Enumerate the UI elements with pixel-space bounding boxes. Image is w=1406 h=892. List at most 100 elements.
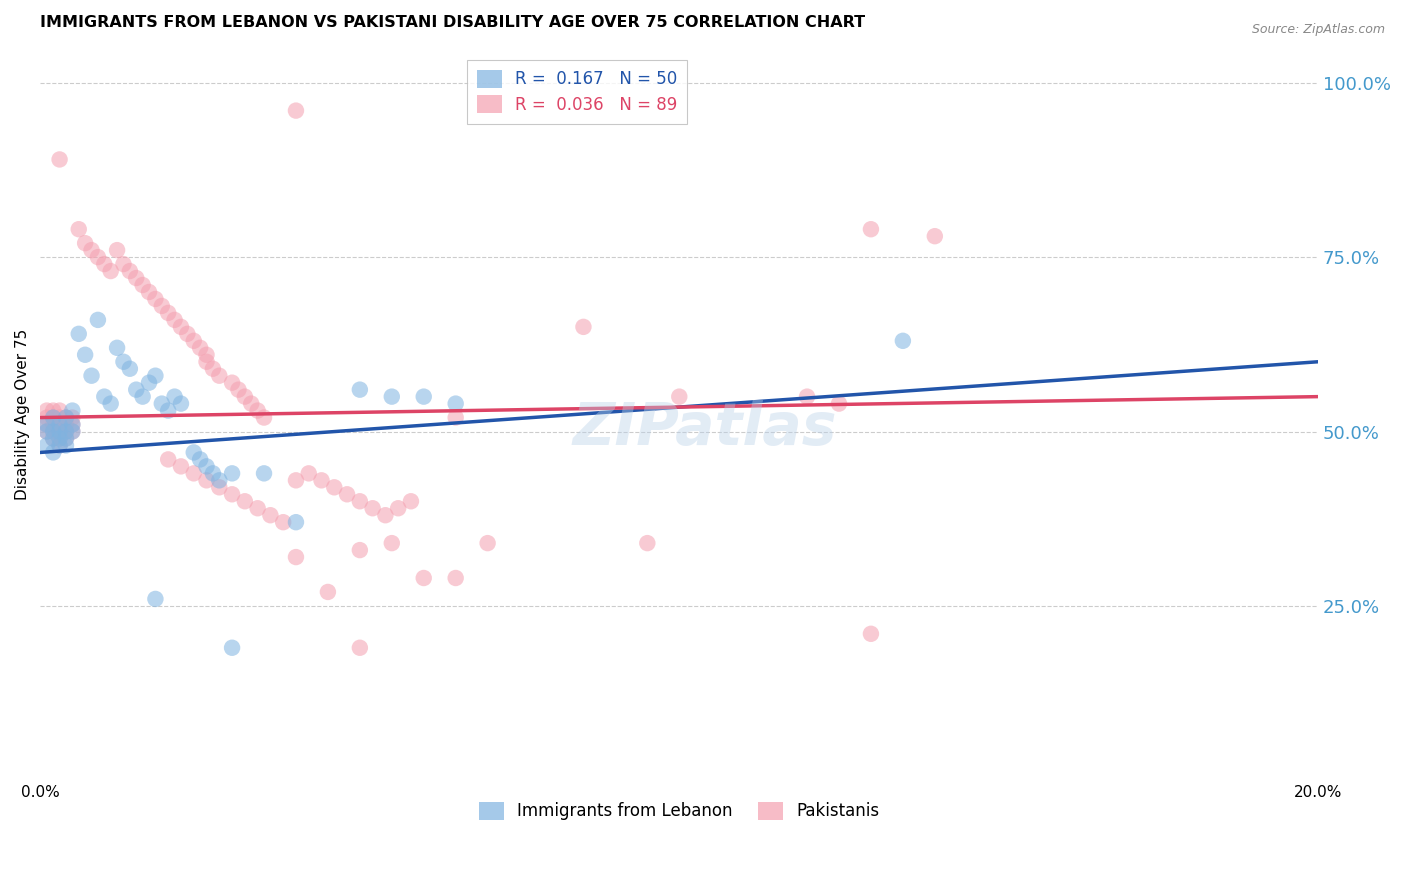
Point	[55, 417, 77, 432]
Point	[195, 459, 218, 474]
Point	[48, 425, 70, 439]
Point	[42, 445, 65, 459]
Point	[924, 229, 946, 244]
Point	[87, 250, 110, 264]
Text: ZIPatlas: ZIPatlas	[572, 401, 837, 458]
Point	[42, 432, 65, 446]
Point	[55, 425, 77, 439]
Point	[42, 410, 65, 425]
Legend: Immigrants from Lebanon, Pakistanis: Immigrants from Lebanon, Pakistanis	[472, 795, 886, 827]
Point	[323, 480, 346, 494]
Point	[859, 222, 882, 236]
Point	[349, 640, 371, 655]
Point	[188, 452, 211, 467]
Text: IMMIGRANTS FROM LEBANON VS PAKISTANI DISABILITY AGE OVER 75 CORRELATION CHART: IMMIGRANTS FROM LEBANON VS PAKISTANI DIS…	[41, 15, 866, 30]
Point	[105, 341, 128, 355]
Point	[125, 271, 148, 285]
Point	[387, 501, 409, 516]
Point	[100, 396, 122, 410]
Point	[349, 543, 371, 558]
Point	[374, 508, 396, 523]
Point	[412, 571, 434, 585]
Point	[170, 459, 193, 474]
Point	[796, 390, 818, 404]
Point	[42, 425, 65, 439]
Point	[240, 396, 263, 410]
Point	[93, 257, 115, 271]
Point	[87, 313, 110, 327]
Point	[208, 480, 231, 494]
Point	[48, 153, 70, 167]
Point	[233, 390, 256, 404]
Point	[233, 494, 256, 508]
Point	[444, 571, 467, 585]
Point	[145, 591, 167, 606]
Point	[412, 390, 434, 404]
Point	[48, 438, 70, 452]
Point	[55, 432, 77, 446]
Point	[381, 536, 404, 550]
Point	[125, 383, 148, 397]
Point	[271, 515, 294, 529]
Point	[118, 361, 141, 376]
Point	[183, 467, 205, 481]
Point	[253, 467, 276, 481]
Point	[138, 285, 160, 299]
Point	[195, 473, 218, 487]
Point	[188, 341, 211, 355]
Text: Source: ZipAtlas.com: Source: ZipAtlas.com	[1251, 23, 1385, 37]
Point	[42, 410, 65, 425]
Point	[80, 368, 103, 383]
Point	[55, 425, 77, 439]
Point	[157, 452, 180, 467]
Point	[55, 410, 77, 425]
Point	[221, 487, 243, 501]
Point	[636, 536, 658, 550]
Point	[399, 494, 422, 508]
Point	[105, 243, 128, 257]
Point	[48, 417, 70, 432]
Y-axis label: Disability Age Over 75: Disability Age Over 75	[15, 328, 30, 500]
Point	[131, 278, 153, 293]
Point	[163, 313, 186, 327]
Point	[208, 473, 231, 487]
Point	[35, 425, 58, 439]
Point	[48, 432, 70, 446]
Point	[253, 410, 276, 425]
Point	[48, 432, 70, 446]
Point	[828, 396, 851, 410]
Point	[572, 319, 595, 334]
Point	[195, 348, 218, 362]
Point	[170, 319, 193, 334]
Point	[477, 536, 499, 550]
Point	[35, 425, 58, 439]
Point	[349, 383, 371, 397]
Point	[157, 403, 180, 417]
Point	[183, 445, 205, 459]
Point	[80, 243, 103, 257]
Point	[60, 417, 83, 432]
Point	[246, 501, 269, 516]
Point	[444, 410, 467, 425]
Point	[138, 376, 160, 390]
Point	[221, 467, 243, 481]
Point	[150, 396, 173, 410]
Point	[67, 222, 90, 236]
Point	[48, 403, 70, 417]
Point	[381, 390, 404, 404]
Point	[60, 403, 83, 417]
Point	[163, 390, 186, 404]
Point	[246, 403, 269, 417]
Point	[284, 473, 307, 487]
Point	[311, 473, 333, 487]
Point	[118, 264, 141, 278]
Point	[208, 368, 231, 383]
Point	[93, 390, 115, 404]
Point	[145, 292, 167, 306]
Point	[35, 438, 58, 452]
Point	[221, 376, 243, 390]
Point	[349, 494, 371, 508]
Point	[150, 299, 173, 313]
Point	[316, 585, 339, 599]
Point	[75, 236, 97, 251]
